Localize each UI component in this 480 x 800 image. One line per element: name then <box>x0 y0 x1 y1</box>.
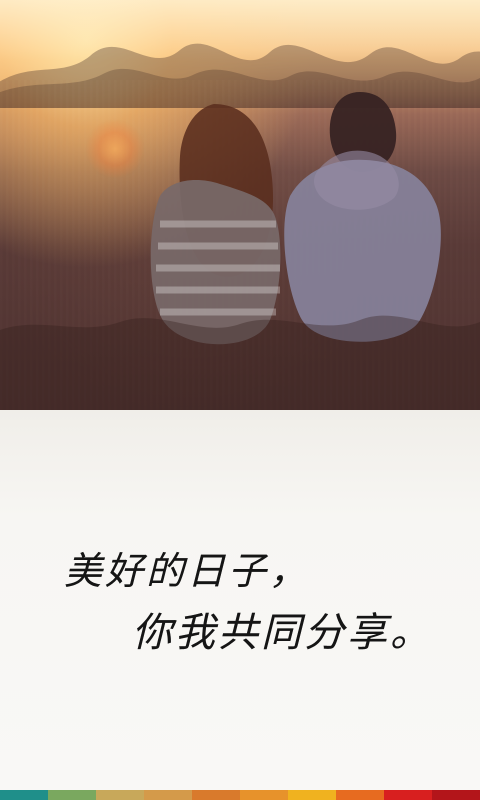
right-person <box>284 92 441 342</box>
message-area: 美好的日子， 你我共同分享。 <box>0 410 480 790</box>
color-stripe-bar <box>0 790 480 800</box>
color-segment-6 <box>240 790 288 800</box>
color-segment-8 <box>336 790 384 800</box>
left-person <box>150 104 281 345</box>
lens-flare <box>86 120 144 178</box>
couple-silhouettes <box>0 92 480 410</box>
color-segment-9 <box>384 790 432 800</box>
color-segment-7 <box>288 790 336 800</box>
color-segment-10 <box>432 790 480 800</box>
color-segment-2 <box>48 790 96 800</box>
message-line-1: 美好的日子， <box>64 549 311 593</box>
color-segment-5 <box>192 790 240 800</box>
color-segment-4 <box>144 790 192 800</box>
sky-haze <box>0 0 480 110</box>
color-segment-3 <box>96 790 144 800</box>
sunset-couple-photo <box>0 0 480 410</box>
color-segment-1 <box>0 790 48 800</box>
message-line-2: 你我共同分享。 <box>132 610 433 656</box>
